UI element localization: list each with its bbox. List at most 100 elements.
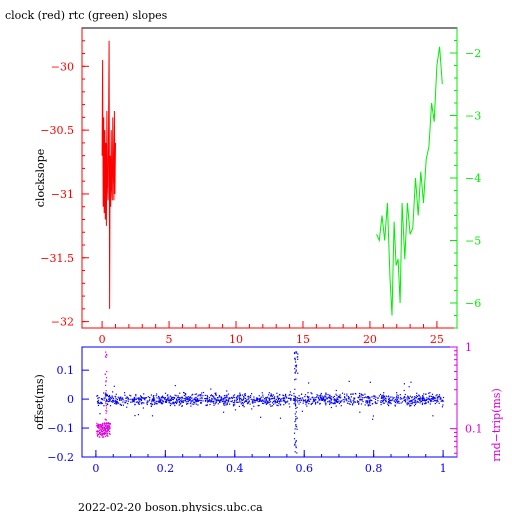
offset-point <box>176 398 178 400</box>
offset-spike-point <box>295 411 297 413</box>
offset-point <box>336 401 338 403</box>
rtt-spike-point <box>106 371 108 373</box>
offset-point <box>321 399 323 401</box>
offset-point <box>256 399 258 401</box>
offset-point <box>190 401 192 403</box>
offset-point <box>97 395 99 397</box>
offset-point <box>432 397 434 399</box>
offset-point <box>253 399 256 401</box>
offset-point <box>211 400 213 402</box>
offset-point <box>202 400 204 402</box>
offset-point <box>218 399 220 402</box>
offset-spike-point <box>294 368 296 370</box>
offset-point <box>334 399 336 402</box>
rtt-point <box>106 433 108 435</box>
offset-point <box>97 402 99 404</box>
offset-point <box>162 403 164 405</box>
rtt-spike-point <box>105 384 107 386</box>
offset-point <box>215 393 217 395</box>
offset-point <box>388 399 390 401</box>
offset-point <box>100 401 102 403</box>
offset-point <box>285 393 287 395</box>
offset-point <box>299 397 301 399</box>
offset-point <box>114 400 116 402</box>
offset-point <box>313 397 315 399</box>
offset-point <box>388 402 391 404</box>
offset-point <box>303 399 305 401</box>
offset-point <box>172 399 174 401</box>
offset-point <box>396 396 398 398</box>
offset-point <box>151 401 153 403</box>
offset-point <box>407 399 409 401</box>
offset-point <box>108 394 111 397</box>
offset-point <box>207 400 209 402</box>
offset-point <box>121 398 123 400</box>
offset-point <box>307 397 310 399</box>
rtt-point <box>98 433 100 435</box>
offset-point <box>409 395 411 397</box>
offset-point <box>237 395 239 397</box>
offset-point <box>177 395 179 397</box>
offset-point <box>214 403 216 405</box>
offset-point <box>179 392 181 394</box>
offset-point <box>359 399 361 401</box>
offset-point <box>124 394 126 396</box>
offset-point <box>326 398 328 400</box>
offset-point <box>342 399 344 401</box>
offset-spike-point <box>294 428 296 430</box>
offset-point <box>405 401 407 403</box>
offset-point <box>242 399 244 401</box>
offset-point <box>278 397 281 399</box>
offset-point <box>397 401 399 403</box>
offset-point <box>159 399 161 401</box>
offset-point <box>119 399 121 401</box>
clock-slope-line <box>101 40 116 309</box>
offset-point <box>346 402 349 404</box>
offset-point <box>152 395 154 397</box>
offset-point <box>163 397 165 399</box>
offset-point <box>345 399 347 401</box>
offset-point <box>323 399 325 401</box>
offset-point <box>116 398 118 401</box>
offset-point <box>120 404 122 406</box>
offset-point <box>193 403 195 405</box>
offset-point <box>265 398 267 400</box>
offset-point <box>254 401 256 403</box>
offset-point <box>197 400 199 402</box>
offset-point <box>190 400 192 402</box>
offset-point <box>192 400 194 402</box>
rtt-spike-point <box>104 373 106 375</box>
offset-point <box>302 400 304 402</box>
offset-point <box>213 404 215 406</box>
offset-point <box>195 399 197 401</box>
offset-point <box>348 400 350 402</box>
offset-point <box>321 399 323 401</box>
offset-point <box>199 399 201 401</box>
offset-point <box>178 401 180 403</box>
rtt-point <box>105 424 107 426</box>
offset-point <box>360 396 362 398</box>
offset-point <box>375 398 377 400</box>
offset-point <box>168 400 170 402</box>
offset-point <box>385 397 387 399</box>
rtt-spike-point <box>105 407 108 409</box>
offset-point <box>377 400 379 402</box>
offset-point <box>186 402 188 404</box>
rtt-point <box>96 430 98 432</box>
offset-point <box>217 403 219 405</box>
offset-point <box>414 399 416 401</box>
offset-point <box>149 396 151 399</box>
offset-point <box>416 392 418 394</box>
offset-point <box>324 395 326 397</box>
rtt-point <box>106 423 108 425</box>
offset-point <box>130 395 132 397</box>
offset-spike-point <box>295 351 297 353</box>
offset-point <box>332 396 334 398</box>
offset-spike-point <box>295 419 297 421</box>
rtt-spike-point <box>104 418 106 420</box>
offset-point <box>242 404 244 406</box>
offset-point <box>115 398 117 400</box>
offset-point <box>257 405 259 407</box>
offset-point <box>215 392 217 394</box>
offset-point <box>317 402 319 404</box>
